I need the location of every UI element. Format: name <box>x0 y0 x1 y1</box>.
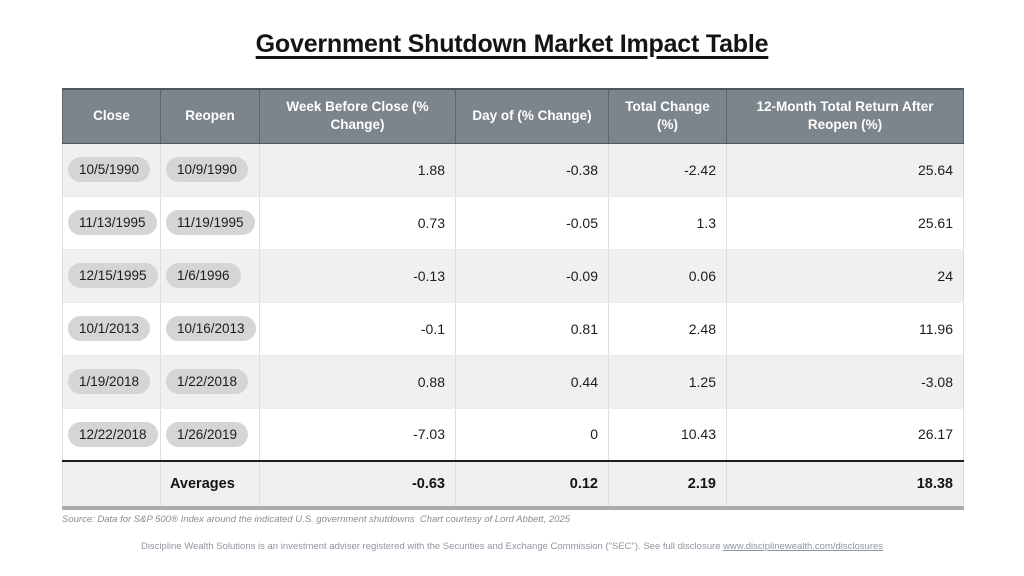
reopen-date-cell: 10/9/1990 <box>160 143 260 197</box>
column-header-total-change: Total Change (%) <box>608 88 727 144</box>
close-date-pill: 12/15/1995 <box>68 263 158 288</box>
total-change-cell: 2.48 <box>608 302 727 356</box>
return-12mo-cell: 26.17 <box>726 408 964 462</box>
column-header-reopen: Reopen <box>160 88 260 144</box>
table-row: 10/1/2013 10/16/2013 -0.1 0.81 2.48 11.9… <box>62 302 964 356</box>
close-date-pill: 1/19/2018 <box>68 369 151 394</box>
averages-label: Averages <box>160 460 260 510</box>
reopen-date-cell: 1/6/1996 <box>160 249 260 303</box>
column-header-week-before: Week Before Close (% Change) <box>259 88 456 144</box>
close-date-pill: 12/22/2018 <box>68 421 158 447</box>
averages-total-change: 2.19 <box>608 460 727 510</box>
reopen-date-cell: 1/26/2019 <box>160 408 260 462</box>
averages-day-of: 0.12 <box>455 460 609 510</box>
return-12mo-cell: 25.61 <box>726 196 964 250</box>
day-of-cell: -0.09 <box>455 249 609 303</box>
reopen-date-pill: 11/19/1995 <box>166 210 255 235</box>
week-before-cell: -0.13 <box>259 249 456 303</box>
day-of-cell: -0.05 <box>455 196 609 250</box>
day-of-cell: 0.44 <box>455 355 609 409</box>
return-12mo-cell: 24 <box>726 249 964 303</box>
week-before-cell: 0.88 <box>259 355 456 409</box>
close-date-cell: 12/15/1995 <box>62 249 161 303</box>
header-row: Close Reopen Week Before Close (% Change… <box>62 88 964 144</box>
reopen-date-cell: 10/16/2013 <box>160 302 260 356</box>
close-date-cell: 1/19/2018 <box>62 355 161 409</box>
averages-12mo-return: 18.38 <box>726 460 964 510</box>
column-header-day-of: Day of (% Change) <box>455 88 609 144</box>
table-row: 12/15/1995 1/6/1996 -0.13 -0.09 0.06 24 <box>62 249 964 303</box>
reopen-date-pill: 1/6/1996 <box>166 263 241 288</box>
return-12mo-cell: 25.64 <box>726 143 964 197</box>
total-change-cell: -2.42 <box>608 143 727 197</box>
market-impact-table-container: Close Reopen Week Before Close (% Change… <box>62 88 964 510</box>
week-before-cell: -0.1 <box>259 302 456 356</box>
table-row: 11/13/1995 11/19/1995 0.73 -0.05 1.3 25.… <box>62 196 964 250</box>
disclaimer: Discipline Wealth Solutions is an invest… <box>0 541 1024 552</box>
day-of-cell: 0 <box>455 408 609 462</box>
reopen-date-cell: 11/19/1995 <box>160 196 260 250</box>
disclosures-link[interactable]: www.disciplinewealth.com/disclosures <box>723 541 884 552</box>
reopen-date-pill: 10/9/1990 <box>166 157 249 182</box>
close-date-pill: 10/5/1990 <box>68 157 151 182</box>
week-before-cell: 0.73 <box>259 196 456 250</box>
reopen-date-pill: 1/26/2019 <box>166 421 249 447</box>
market-impact-table: Close Reopen Week Before Close (% Change… <box>62 88 964 510</box>
column-header-close: Close <box>62 88 161 144</box>
day-of-cell: 0.81 <box>455 302 609 356</box>
close-date-cell: 12/22/2018 <box>62 408 161 462</box>
close-date-pill: 10/1/2013 <box>68 316 151 341</box>
day-of-cell: -0.38 <box>455 143 609 197</box>
averages-empty-cell <box>62 460 161 510</box>
disclaimer-text: Discipline Wealth Solutions is an invest… <box>140 541 724 552</box>
averages-week-before: -0.63 <box>259 460 456 510</box>
close-date-pill: 11/13/1995 <box>68 210 157 235</box>
averages-row: Averages -0.63 0.12 2.19 18.38 <box>62 460 964 510</box>
close-date-cell: 10/5/1990 <box>62 143 161 197</box>
return-12mo-cell: 11.96 <box>726 302 964 356</box>
total-change-cell: 10.43 <box>608 408 727 462</box>
reopen-date-pill: 10/16/2013 <box>166 316 256 341</box>
close-date-cell: 11/13/1995 <box>62 196 161 250</box>
total-change-cell: 0.06 <box>608 249 727 303</box>
table-row: 12/22/2018 1/26/2019 -7.03 0 10.43 26.17 <box>62 408 964 462</box>
reopen-date-pill: 1/22/2018 <box>166 369 249 394</box>
table-footer: Averages -0.63 0.12 2.19 18.38 <box>62 460 964 510</box>
page-title: Government Shutdown Market Impact Table <box>255 30 769 58</box>
table-row: 1/19/2018 1/22/2018 0.88 0.44 1.25 -3.08 <box>62 355 964 409</box>
table-header: Close Reopen Week Before Close (% Change… <box>62 88 964 144</box>
total-change-cell: 1.3 <box>608 196 727 250</box>
week-before-cell: 1.88 <box>259 143 456 197</box>
table-body: 10/5/1990 10/9/1990 1.88 -0.38 -2.42 25.… <box>62 143 964 462</box>
total-change-cell: 1.25 <box>608 355 727 409</box>
week-before-cell: -7.03 <box>259 408 456 462</box>
table-row: 10/5/1990 10/9/1990 1.88 -0.38 -2.42 25.… <box>62 143 964 197</box>
reopen-date-cell: 1/22/2018 <box>160 355 260 409</box>
return-12mo-cell: -3.08 <box>726 355 964 409</box>
column-header-12mo-return: 12-Month Total Return After Reopen (%) <box>726 88 964 144</box>
close-date-cell: 10/1/2013 <box>62 302 161 356</box>
source-note: Source: Data for S&P 500® Index around t… <box>62 514 570 525</box>
